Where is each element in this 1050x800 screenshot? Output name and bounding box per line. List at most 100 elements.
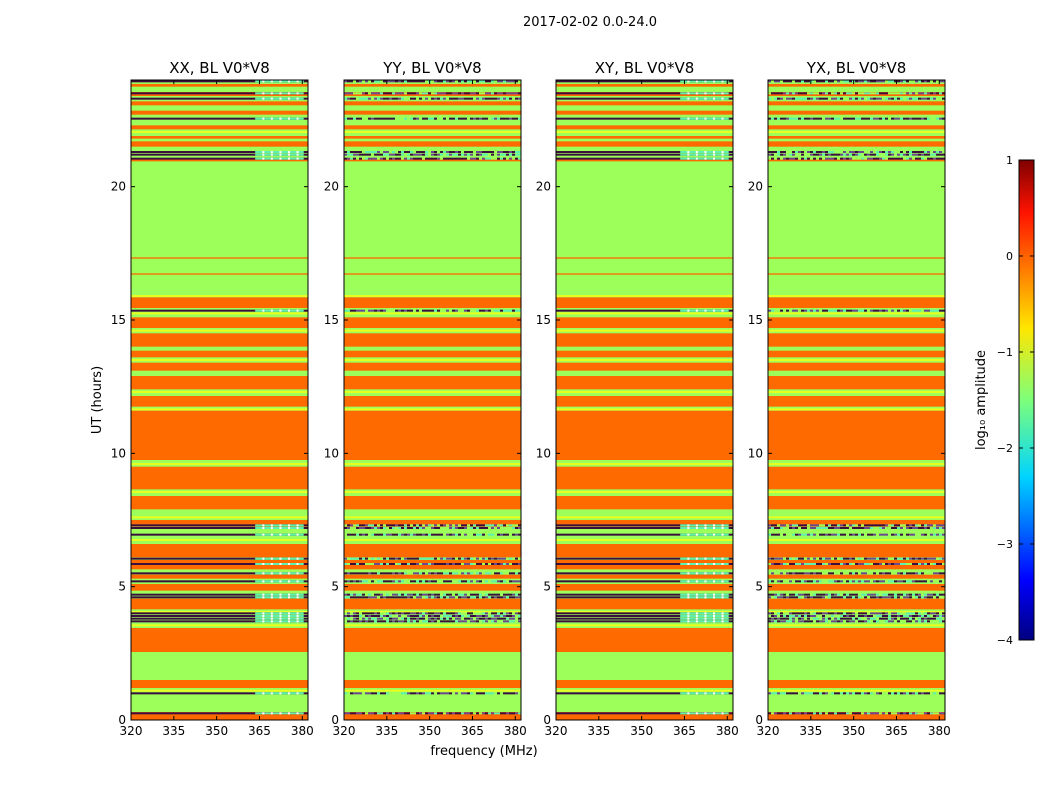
heatmap-noise-cell (485, 580, 488, 583)
heatmap-noise-cell (425, 612, 428, 615)
heatmap-noise-cell (494, 524, 497, 527)
heatmap-noise-cell (936, 580, 939, 583)
heatmap-noise-cell (930, 617, 933, 620)
heatmap-noise-cell (882, 620, 885, 623)
heatmap-noise-cell (909, 612, 912, 615)
heatmap-line (131, 580, 308, 583)
heatmap-noise-cell (813, 692, 816, 695)
heatmap-noise-cell (804, 92, 807, 95)
heatmap-noise-cell (786, 692, 789, 695)
heatmap-noise-cell (404, 596, 407, 599)
heatmap-noise-cell (768, 580, 771, 583)
heatmap-band (556, 136, 733, 139)
heatmap-noise-cell (825, 563, 828, 565)
heatmap-noise-cell (912, 309, 915, 312)
heatmap-noise-cell (873, 151, 876, 153)
heatmap-noise-cell (882, 557, 885, 560)
heatmap-noise-cell (473, 712, 476, 715)
heatmap-noise-cell (389, 153, 392, 156)
heatmap-noise-cell (837, 157, 840, 160)
heatmap-noise-cell (449, 151, 452, 153)
heatmap-noise-cell (362, 692, 365, 695)
heatmap-noise-cell (461, 563, 464, 565)
heatmap-noise-cell (936, 593, 939, 596)
heatmap-noise-cell (380, 309, 383, 312)
heatmap-noise-cell (497, 557, 500, 560)
heatmap-noise-cell (915, 692, 918, 695)
heatmap-noise-cell (422, 580, 425, 583)
heatmap-noise-cell (449, 692, 452, 695)
heatmap-noise-cell (891, 309, 894, 312)
heatmap-noise-cell (458, 712, 461, 715)
heatmap-noise-cell (825, 596, 828, 599)
heatmap-noise-cell (386, 593, 389, 596)
heatmap-noise-cell (428, 580, 431, 583)
heatmap-noise-cell (422, 97, 425, 100)
heatmap-noise-cell (828, 617, 831, 620)
heatmap-dot (262, 309, 265, 312)
heatmap-dot (721, 153, 724, 156)
heatmap-noise-cell (795, 533, 798, 536)
heatmap-band (768, 496, 945, 510)
heatmap-noise-cell (350, 557, 353, 560)
heatmap-noise-cell (410, 557, 413, 560)
heatmap-dot (721, 557, 724, 560)
heatmap-noise-cell (503, 557, 506, 560)
heatmap-noise-cell (470, 612, 473, 615)
heatmap-noise-cell (416, 615, 419, 617)
heatmap-noise-cell (771, 97, 774, 100)
heatmap-noise-cell (801, 617, 804, 620)
heatmap-noise-cell (389, 596, 392, 599)
heatmap-noise-cell (786, 612, 789, 615)
heatmap-noise-cell (921, 692, 924, 695)
heatmap-noise-cell (786, 572, 789, 575)
heatmap-noise-cell (449, 309, 452, 312)
heatmap-noise-cell (446, 557, 449, 560)
heatmap-dot (704, 563, 707, 565)
heatmap-noise-cell (789, 92, 792, 95)
heatmap-noise-cell (506, 97, 509, 100)
heatmap-noise-cell (912, 563, 915, 565)
heatmap-noise-cell (768, 712, 771, 715)
heatmap-noise-cell (350, 527, 353, 529)
heatmap-noise-cell (789, 580, 792, 583)
heatmap-noise-cell (359, 563, 362, 565)
heatmap-noise-cell (942, 593, 945, 596)
heatmap-noise-cell (792, 596, 795, 599)
heatmap-noise-cell (939, 309, 942, 312)
heatmap-noise-cell (840, 612, 843, 615)
heatmap-noise-cell (903, 117, 906, 120)
heatmap-noise-cell (852, 692, 855, 695)
heatmap-noise-cell (792, 580, 795, 583)
heatmap-noise-cell (777, 593, 780, 596)
heatmap-noise-cell (822, 97, 825, 100)
heatmap-noise-cell (864, 80, 867, 83)
heatmap-noise-cell (347, 612, 350, 615)
heatmap-noise-cell (786, 309, 789, 312)
heatmap-noise-cell (942, 153, 945, 156)
heatmap-noise-cell (506, 533, 509, 536)
heatmap-noise-cell (371, 524, 374, 527)
heatmap-noise-cell (512, 309, 515, 312)
heatmap-noise-cell (831, 712, 834, 715)
heatmap-noise-cell (810, 615, 813, 617)
heatmap-noise-cell (831, 617, 834, 620)
heatmap-noise-cell (873, 527, 876, 529)
heatmap-noise-cell (930, 309, 933, 312)
heatmap-dot (296, 309, 299, 312)
heatmap-dot (296, 572, 299, 575)
colorbar-gradient (1018, 159, 1035, 641)
heatmap-noise-cell (392, 620, 395, 623)
axes-frame (343, 79, 522, 721)
heatmap-noise-cell (449, 117, 452, 120)
heatmap-noise-cell (813, 617, 816, 620)
heatmap-dot (687, 563, 690, 565)
heatmap-noise-cell (509, 151, 512, 153)
heatmap-noise-cell (362, 533, 365, 536)
heatmap-noise-cell (350, 615, 353, 617)
heatmap-noise-cell (353, 533, 356, 536)
heatmap-noise-cell (927, 620, 930, 623)
heatmap-noise-cell (918, 527, 921, 529)
heatmap-noise-cell (458, 80, 461, 83)
heatmap-noise-cell (440, 117, 443, 120)
